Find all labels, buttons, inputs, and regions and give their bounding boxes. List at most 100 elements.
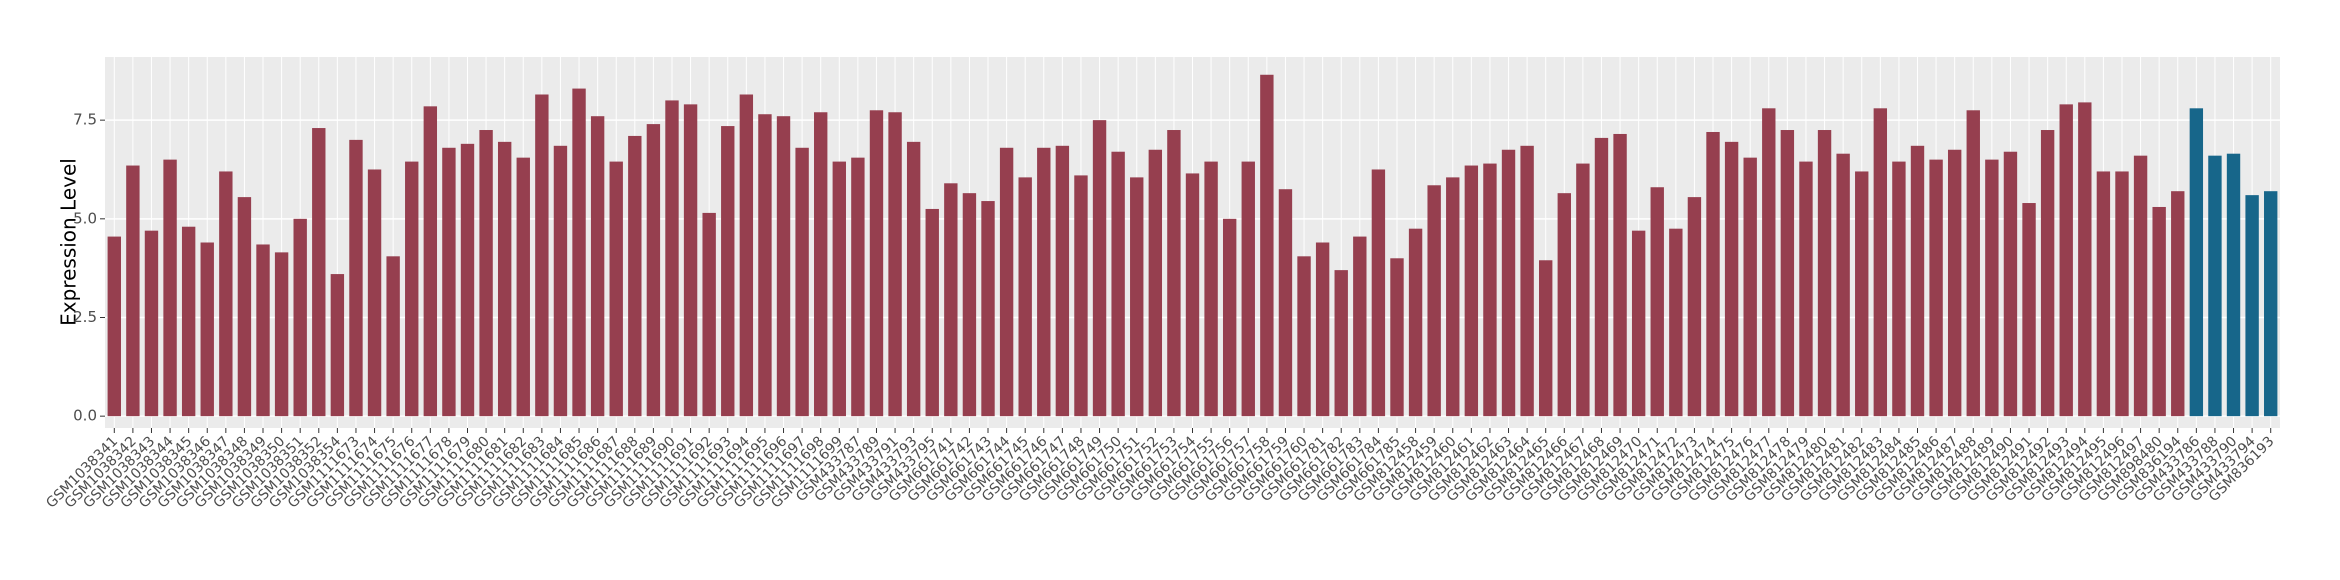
bar xyxy=(981,201,995,417)
bar xyxy=(535,94,549,417)
bar xyxy=(293,218,307,417)
bar xyxy=(2208,155,2222,417)
bar xyxy=(1817,130,1832,417)
bar xyxy=(1390,258,1404,417)
bar xyxy=(776,116,791,417)
bar xyxy=(851,157,865,417)
bar xyxy=(1222,218,1237,417)
y-tick-label: 0.0 xyxy=(73,407,97,425)
bar xyxy=(1539,260,1553,417)
bar xyxy=(2022,203,2036,417)
bar xyxy=(2115,171,2129,417)
bar xyxy=(1204,161,1218,417)
bar xyxy=(1483,163,1497,417)
bar xyxy=(1799,161,1813,417)
bar xyxy=(1371,169,1386,417)
bar xyxy=(1427,185,1441,417)
bar xyxy=(2245,195,2259,417)
bar xyxy=(349,139,363,417)
bar xyxy=(628,135,642,417)
bar xyxy=(256,244,270,417)
bar xyxy=(1576,163,1590,417)
bar xyxy=(1855,171,1869,417)
bar xyxy=(888,112,902,417)
bar xyxy=(1947,149,1962,417)
bar xyxy=(553,145,568,417)
bar xyxy=(1594,137,1609,417)
bar xyxy=(1334,270,1348,417)
bar xyxy=(2096,171,2111,417)
bar xyxy=(590,116,605,417)
bar xyxy=(1631,230,1646,417)
bar xyxy=(999,147,1014,417)
bar xyxy=(1446,177,1460,417)
bar xyxy=(1557,193,1571,417)
bar xyxy=(1315,242,1330,417)
bar xyxy=(126,165,140,417)
bar xyxy=(2059,104,2073,417)
bar xyxy=(1613,133,1627,417)
bar xyxy=(869,110,884,417)
bar xyxy=(665,100,679,417)
bar xyxy=(944,183,958,417)
bar xyxy=(516,157,530,417)
bar xyxy=(572,88,586,417)
bar xyxy=(1780,130,1795,417)
bar xyxy=(181,226,196,417)
bar xyxy=(386,256,400,417)
bar xyxy=(2226,153,2241,417)
bar xyxy=(646,124,661,417)
bar xyxy=(906,141,921,417)
bar xyxy=(1650,187,1664,417)
bar xyxy=(832,161,846,417)
bar xyxy=(1520,145,1534,417)
bar xyxy=(1037,147,1051,417)
bar xyxy=(1185,173,1200,417)
bar xyxy=(795,147,809,417)
bar xyxy=(1724,141,1739,417)
bar xyxy=(1687,197,1702,417)
bar xyxy=(925,208,939,417)
bar xyxy=(739,94,754,417)
y-axis-title: Expression Level xyxy=(57,158,81,326)
bar xyxy=(2152,206,2166,417)
bar xyxy=(274,252,289,417)
bar xyxy=(1092,120,1107,417)
bar xyxy=(1018,177,1032,417)
bar xyxy=(163,159,177,417)
bar xyxy=(423,106,438,417)
bar xyxy=(107,236,121,417)
bar xyxy=(1464,165,1479,417)
bar xyxy=(609,161,623,417)
bar xyxy=(1297,256,1311,417)
bar xyxy=(2040,130,2055,417)
bar xyxy=(683,104,698,417)
bar xyxy=(330,274,345,417)
bar xyxy=(814,112,828,417)
bar xyxy=(237,197,252,417)
bar xyxy=(2078,102,2092,417)
bar xyxy=(702,212,716,417)
bar xyxy=(1111,151,1125,417)
bar xyxy=(1873,108,1888,417)
bar xyxy=(1260,74,1274,417)
bar xyxy=(1743,157,1757,417)
bar xyxy=(1167,130,1181,417)
bar xyxy=(1148,149,1163,417)
bar xyxy=(1130,177,1144,417)
bar xyxy=(312,128,326,417)
y-tick-label: 2.5 xyxy=(73,308,97,326)
bar xyxy=(1836,153,1850,417)
bar xyxy=(1985,159,1999,417)
y-tick-label: 7.5 xyxy=(73,111,97,129)
bar xyxy=(1929,159,1943,417)
bar xyxy=(460,143,475,417)
bar xyxy=(405,161,419,417)
bar xyxy=(1501,149,1516,417)
bar xyxy=(721,126,735,417)
bar xyxy=(144,230,159,417)
bar xyxy=(1278,189,1293,417)
bar xyxy=(758,114,772,417)
bar xyxy=(1353,236,1367,417)
